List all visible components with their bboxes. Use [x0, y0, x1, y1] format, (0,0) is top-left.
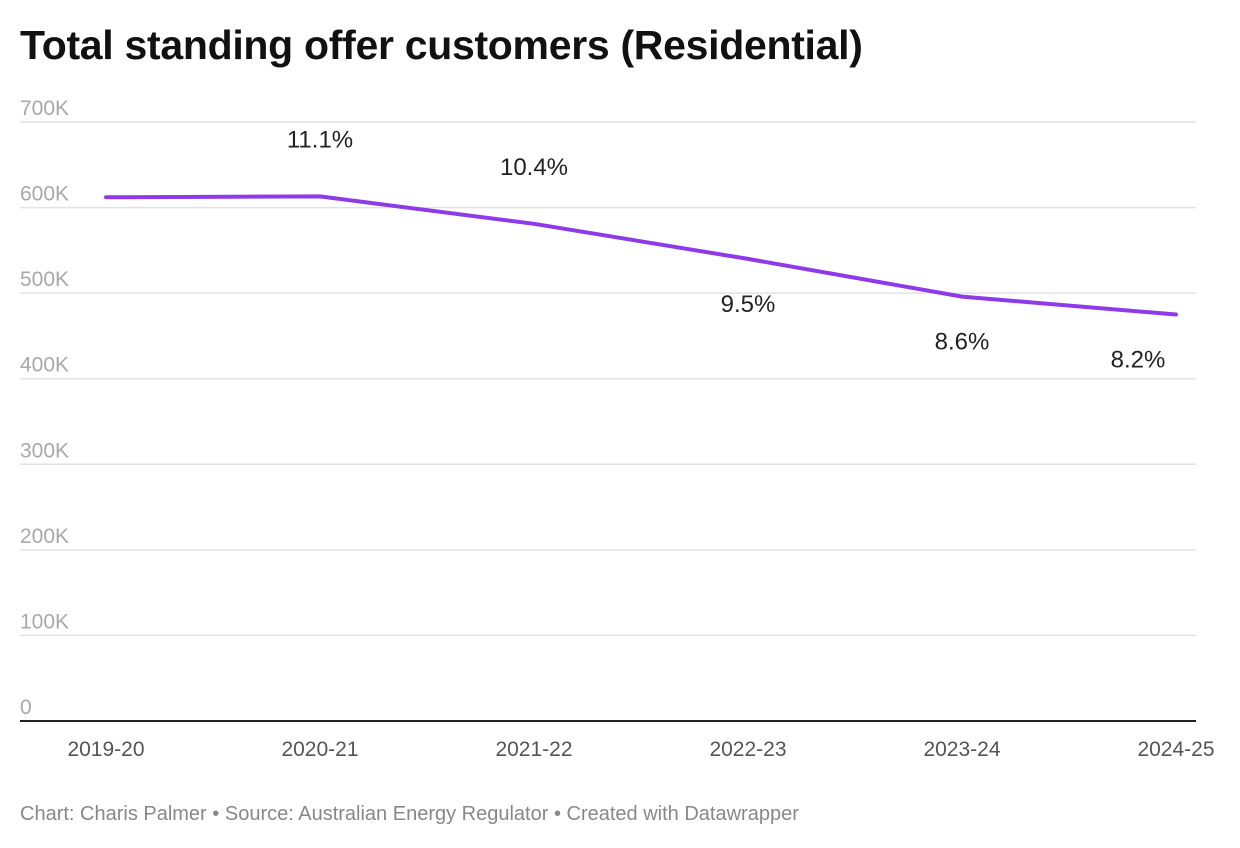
y-tick-label: 400K [20, 354, 69, 377]
y-tick-label: 300K [20, 439, 69, 462]
data-label: 8.2% [1111, 347, 1166, 374]
data-labels: 11.1% 10.4% 9.5% 8.6% 8.2% [287, 126, 1165, 373]
source-credit: Source: Australian Energy Regulator [224, 803, 549, 825]
x-tick-label: 2024-25 [1137, 738, 1214, 761]
y-tick-label: 600K [20, 183, 69, 206]
data-label: 9.5% [721, 291, 776, 318]
x-tick-label: 2022-23 [709, 738, 786, 761]
y-tick-label: 700K [20, 97, 69, 120]
data-label: 8.6% [935, 329, 990, 356]
y-tick-label: 0 [20, 696, 32, 719]
data-label: 11.1% [287, 126, 353, 153]
y-axis-ticks: 0 100K 200K 300K 400K 500K 600K 700K [20, 97, 69, 719]
x-tick-label: 2020-21 [281, 738, 358, 761]
y-tick-label: 500K [20, 268, 69, 291]
x-tick-label: 2019-20 [67, 738, 144, 761]
x-axis-ticks: 2019-20 2020-21 2021-22 2022-23 2023-24 2024-… [67, 738, 1214, 761]
y-tick-label: 200K [20, 525, 69, 548]
gridlines [20, 121, 1196, 637]
line-chart: 0 100K 200K 300K 400K 500K 600K 700K 2019-20 202… [20, 97, 1215, 761]
y-tick-label: 100K [20, 610, 69, 633]
x-tick-label: 2023-24 [923, 738, 1000, 761]
footer-separator: • [553, 803, 561, 825]
chart-footer: Chart: Charis Palmer • Source: Australia… [20, 803, 799, 826]
footer-separator: • [212, 803, 220, 825]
chart-credit: Chart: Charis Palmer [20, 803, 207, 825]
x-tick-label: 2021-22 [495, 738, 572, 761]
chart-title: Total standing offer customers (Resident… [20, 22, 863, 68]
series-line [104, 194, 1178, 317]
created-with-credit: Created with Datawrapper [566, 803, 799, 825]
data-label: 10.4% [500, 154, 568, 181]
